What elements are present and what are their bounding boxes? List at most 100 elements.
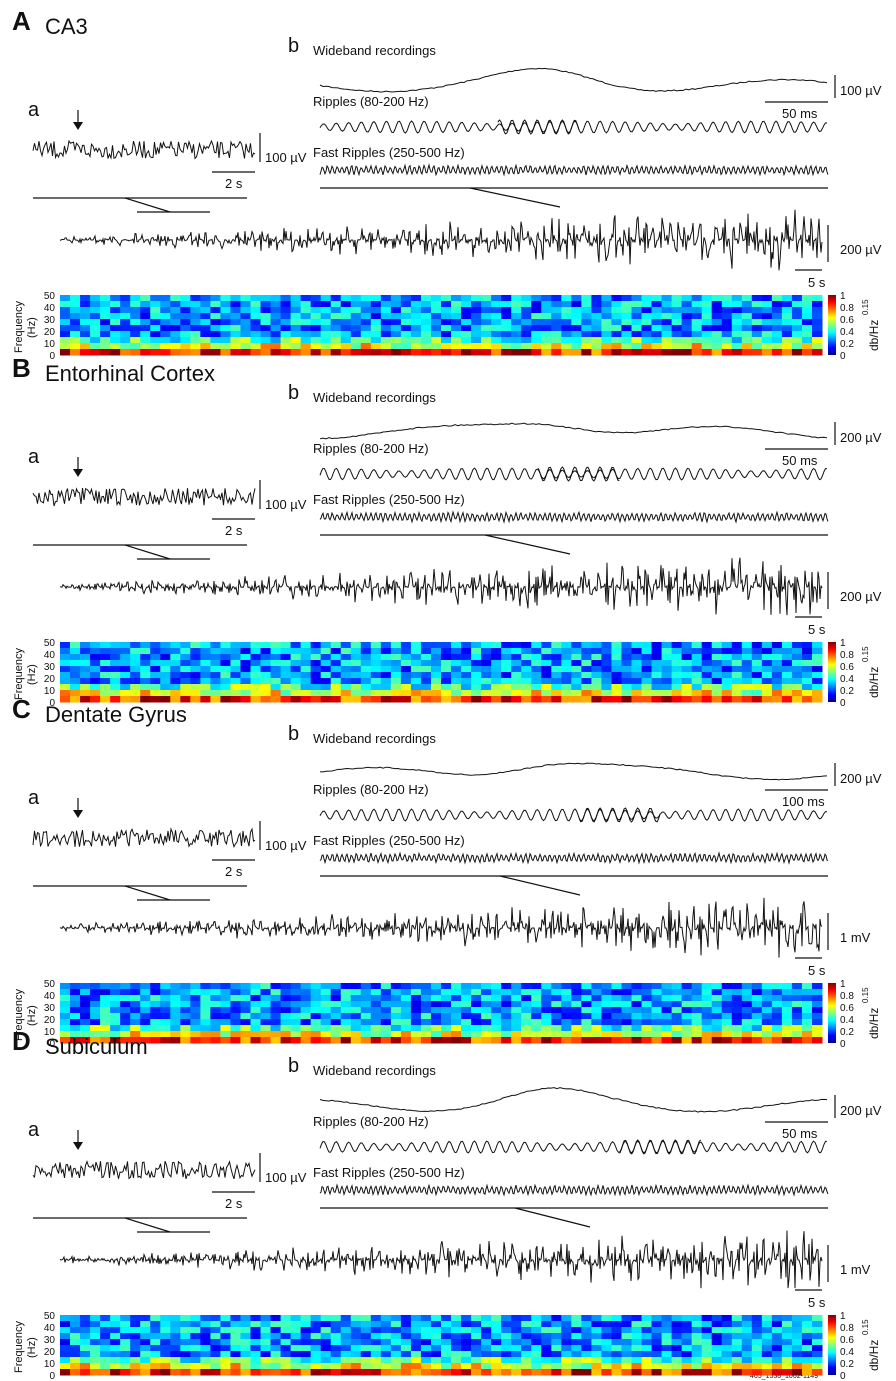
- spectrogram-cell: [682, 672, 693, 679]
- spectrogram-cell: [371, 983, 382, 990]
- spectrogram-cell: [321, 654, 332, 661]
- spectrogram-cell: [281, 983, 292, 990]
- spectrogram-cell: [391, 1037, 402, 1044]
- spectrogram-cell: [190, 319, 201, 326]
- spectrogram-cell: [301, 313, 312, 320]
- spectrogram-cell: [391, 1357, 402, 1364]
- spectrogram-cell: [762, 660, 773, 667]
- spectrogram-cell: [682, 1019, 693, 1026]
- spectrogram-cell: [561, 307, 572, 314]
- spectrogram-cell: [190, 1315, 201, 1322]
- spectrogram-cell: [782, 1357, 793, 1364]
- spectrogram-cell: [682, 301, 693, 308]
- spectrogram-cell: [200, 331, 211, 338]
- spectrogram-cell: [682, 1351, 693, 1358]
- spectrogram-cell: [90, 313, 101, 320]
- spectrogram-cell: [712, 1327, 723, 1334]
- spectrogram-cell: [421, 1001, 432, 1008]
- spectrogram-cell: [381, 1327, 392, 1334]
- spectrogram-cell: [70, 654, 81, 661]
- colorbar-exponent: 0.15: [861, 299, 870, 315]
- spectrogram-cell: [120, 1013, 131, 1020]
- arrow-head: [73, 122, 83, 130]
- spectrogram-cell: [551, 1037, 562, 1044]
- scale-label: 100 µV: [265, 838, 307, 853]
- spectrogram-cell: [461, 696, 472, 703]
- spectrogram-cell: [441, 1369, 452, 1376]
- spectrogram-cell: [551, 1025, 562, 1032]
- spectrogram-cell: [190, 343, 201, 350]
- spectrogram-cell: [561, 672, 572, 679]
- spectrogram-cell: [431, 1345, 442, 1352]
- spectrogram-cell: [591, 1351, 602, 1358]
- spectrogram-cell: [321, 1001, 332, 1008]
- spectrogram-cell: [712, 1001, 723, 1008]
- spectrogram-cell: [391, 672, 402, 679]
- spectrogram-cell: [521, 660, 532, 667]
- spectrogram-cell: [170, 313, 181, 320]
- spectrogram-cell: [240, 1345, 251, 1352]
- spectrogram-cell: [251, 1327, 262, 1334]
- spectrogram-cell: [281, 1019, 292, 1026]
- spectrogram-cell: [301, 325, 312, 332]
- spectrogram-cell: [220, 325, 231, 332]
- y-tick-label: 0: [49, 1371, 55, 1381]
- spectrogram-cell: [652, 295, 663, 302]
- spectrogram-cell: [60, 331, 71, 338]
- spectrogram-cell: [662, 666, 673, 673]
- spectrogram-cell: [210, 319, 221, 326]
- spectrogram-cell: [521, 1037, 532, 1044]
- spectrogram-cell: [291, 654, 302, 661]
- spectrogram-cell: [411, 1037, 422, 1044]
- spectrogram-cell: [621, 1345, 632, 1352]
- spectrogram-cell: [621, 995, 632, 1002]
- spectrogram-cell: [190, 672, 201, 679]
- spectrogram-cell: [421, 672, 432, 679]
- spectrogram-cell: [140, 1025, 151, 1032]
- spectrogram-cell: [501, 1363, 512, 1370]
- spectrogram-cell: [561, 696, 572, 703]
- spectrogram-cell: [792, 1025, 803, 1032]
- spectrogram-cell: [140, 666, 151, 673]
- spectrogram-cell: [180, 1351, 191, 1358]
- spectrogram-cell: [431, 1315, 442, 1322]
- spectrogram-cell: [672, 1327, 683, 1334]
- spectrogram-cell: [571, 319, 582, 326]
- spectrogram-cell: [601, 319, 612, 326]
- y-tick-label: 30: [44, 1335, 56, 1346]
- spectrogram-cell: [621, 989, 632, 996]
- spectrogram-cell: [561, 1001, 572, 1008]
- spectrogram-cell: [160, 337, 171, 344]
- spectrogram-cell: [70, 678, 81, 685]
- spectrogram-cell: [511, 1037, 522, 1044]
- spectrogram-cell: [261, 648, 272, 655]
- spectrogram-cell: [712, 325, 723, 332]
- spectrogram-cell: [421, 1019, 432, 1026]
- spectrogram-cell: [140, 1351, 151, 1358]
- spectrogram-cell: [812, 1369, 823, 1376]
- spectrogram-cell: [311, 1013, 322, 1020]
- spectrogram-cell: [210, 654, 221, 661]
- spectrogram-cell: [381, 331, 392, 338]
- spectrogram-cell: [772, 660, 783, 667]
- spectrogram-cell: [170, 690, 181, 697]
- spectrogram-cell: [261, 1357, 272, 1364]
- spectrogram-cell: [792, 995, 803, 1002]
- spectrogram-cell: [742, 1037, 753, 1044]
- spectrogram-cell: [782, 1333, 793, 1340]
- spectrogram-cell: [311, 349, 322, 356]
- spectrogram-cell: [90, 1315, 101, 1322]
- spectrogram-cell: [782, 678, 793, 685]
- region-title: Entorhinal Cortex: [45, 361, 215, 386]
- spectrogram-cell: [451, 666, 462, 673]
- spectrogram-cell: [351, 660, 362, 667]
- spectrogram-cell: [311, 1007, 322, 1014]
- spectrogram-cell: [90, 1007, 101, 1014]
- spectrogram-cell: [802, 1315, 813, 1322]
- spectrogram-cell: [220, 1321, 231, 1328]
- spectrogram-cell: [762, 331, 773, 338]
- spectrogram-cell: [190, 1031, 201, 1038]
- spectrogram-cell: [672, 989, 683, 996]
- spectrogram-cell: [451, 696, 462, 703]
- scale-label: 200 µV: [840, 589, 882, 604]
